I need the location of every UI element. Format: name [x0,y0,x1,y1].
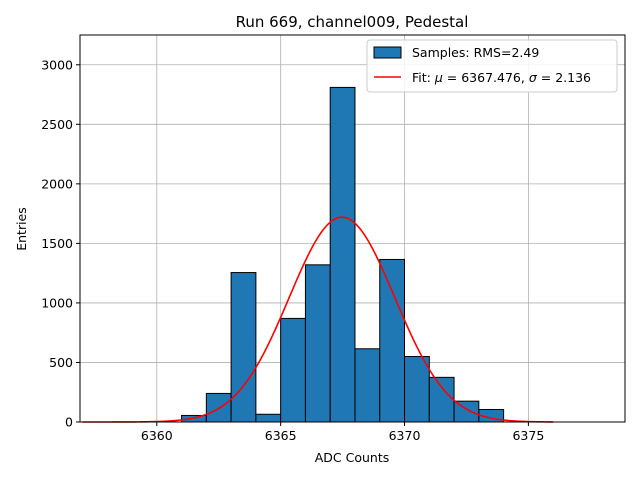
histogram-bar [304,264,331,423]
fit-curve-layer [82,216,554,423]
histogram-bar [255,413,282,423]
histogram-bar [379,258,406,423]
legend-bars-label: Samples: RMS=2.49 [412,45,539,60]
histogram-bar [205,392,232,423]
histogram-bar [280,317,306,423]
legend-box [366,39,618,93]
legend-bars-swatch [373,46,402,59]
y-tick-label: 0 [65,415,73,430]
histogram-bar [329,86,356,423]
fit-curve [82,216,554,423]
x-tick-label: 6365 [265,428,297,443]
axis-ticks: 6360 6365 6370 6375 0 500 1000 1500 2000 2500 3000 [41,57,544,443]
x-axis-label: ADC Counts [315,450,390,465]
histogram-bar [404,356,430,423]
legend-fit-mu-value: 6367.476 [461,70,521,85]
histogram-bar [428,376,455,423]
legend-fit-mu-eq: = [443,70,461,85]
y-tick-label: 2500 [41,117,73,132]
legend: Samples: RMS=2.49 Fit: μ = 6367.476, σ =… [366,39,618,93]
y-tick-label: 1500 [41,236,73,251]
histogram-bar [230,272,257,423]
y-axis-label: Entries [14,207,29,251]
legend-fit-sigma-symbol: σ [529,70,538,85]
histogram-bars [181,86,505,423]
legend-fit-sigma-value: 2.136 [555,70,591,85]
legend-fit-sigma-eq: = [537,70,555,85]
x-tick-label: 6370 [389,428,421,443]
histogram-bar [354,348,381,423]
legend-fit-mu-symbol: μ [434,70,443,85]
y-tick-label: 500 [49,355,73,370]
y-tick-label: 2000 [41,176,73,191]
legend-fit-sep: , [521,70,529,85]
legend-fit-prefix: Fit: [412,70,435,85]
x-tick-label: 6360 [141,428,173,443]
chart-title: Run 669, channel009, Pedestal [236,13,469,31]
y-tick-label: 1000 [41,295,73,310]
x-tick-label: 6375 [512,428,544,443]
plot-frame [79,34,626,423]
y-tick-label: 3000 [41,57,73,72]
legend-fit-label: Fit: μ = 6367.476, σ = 2.136 [412,70,591,85]
